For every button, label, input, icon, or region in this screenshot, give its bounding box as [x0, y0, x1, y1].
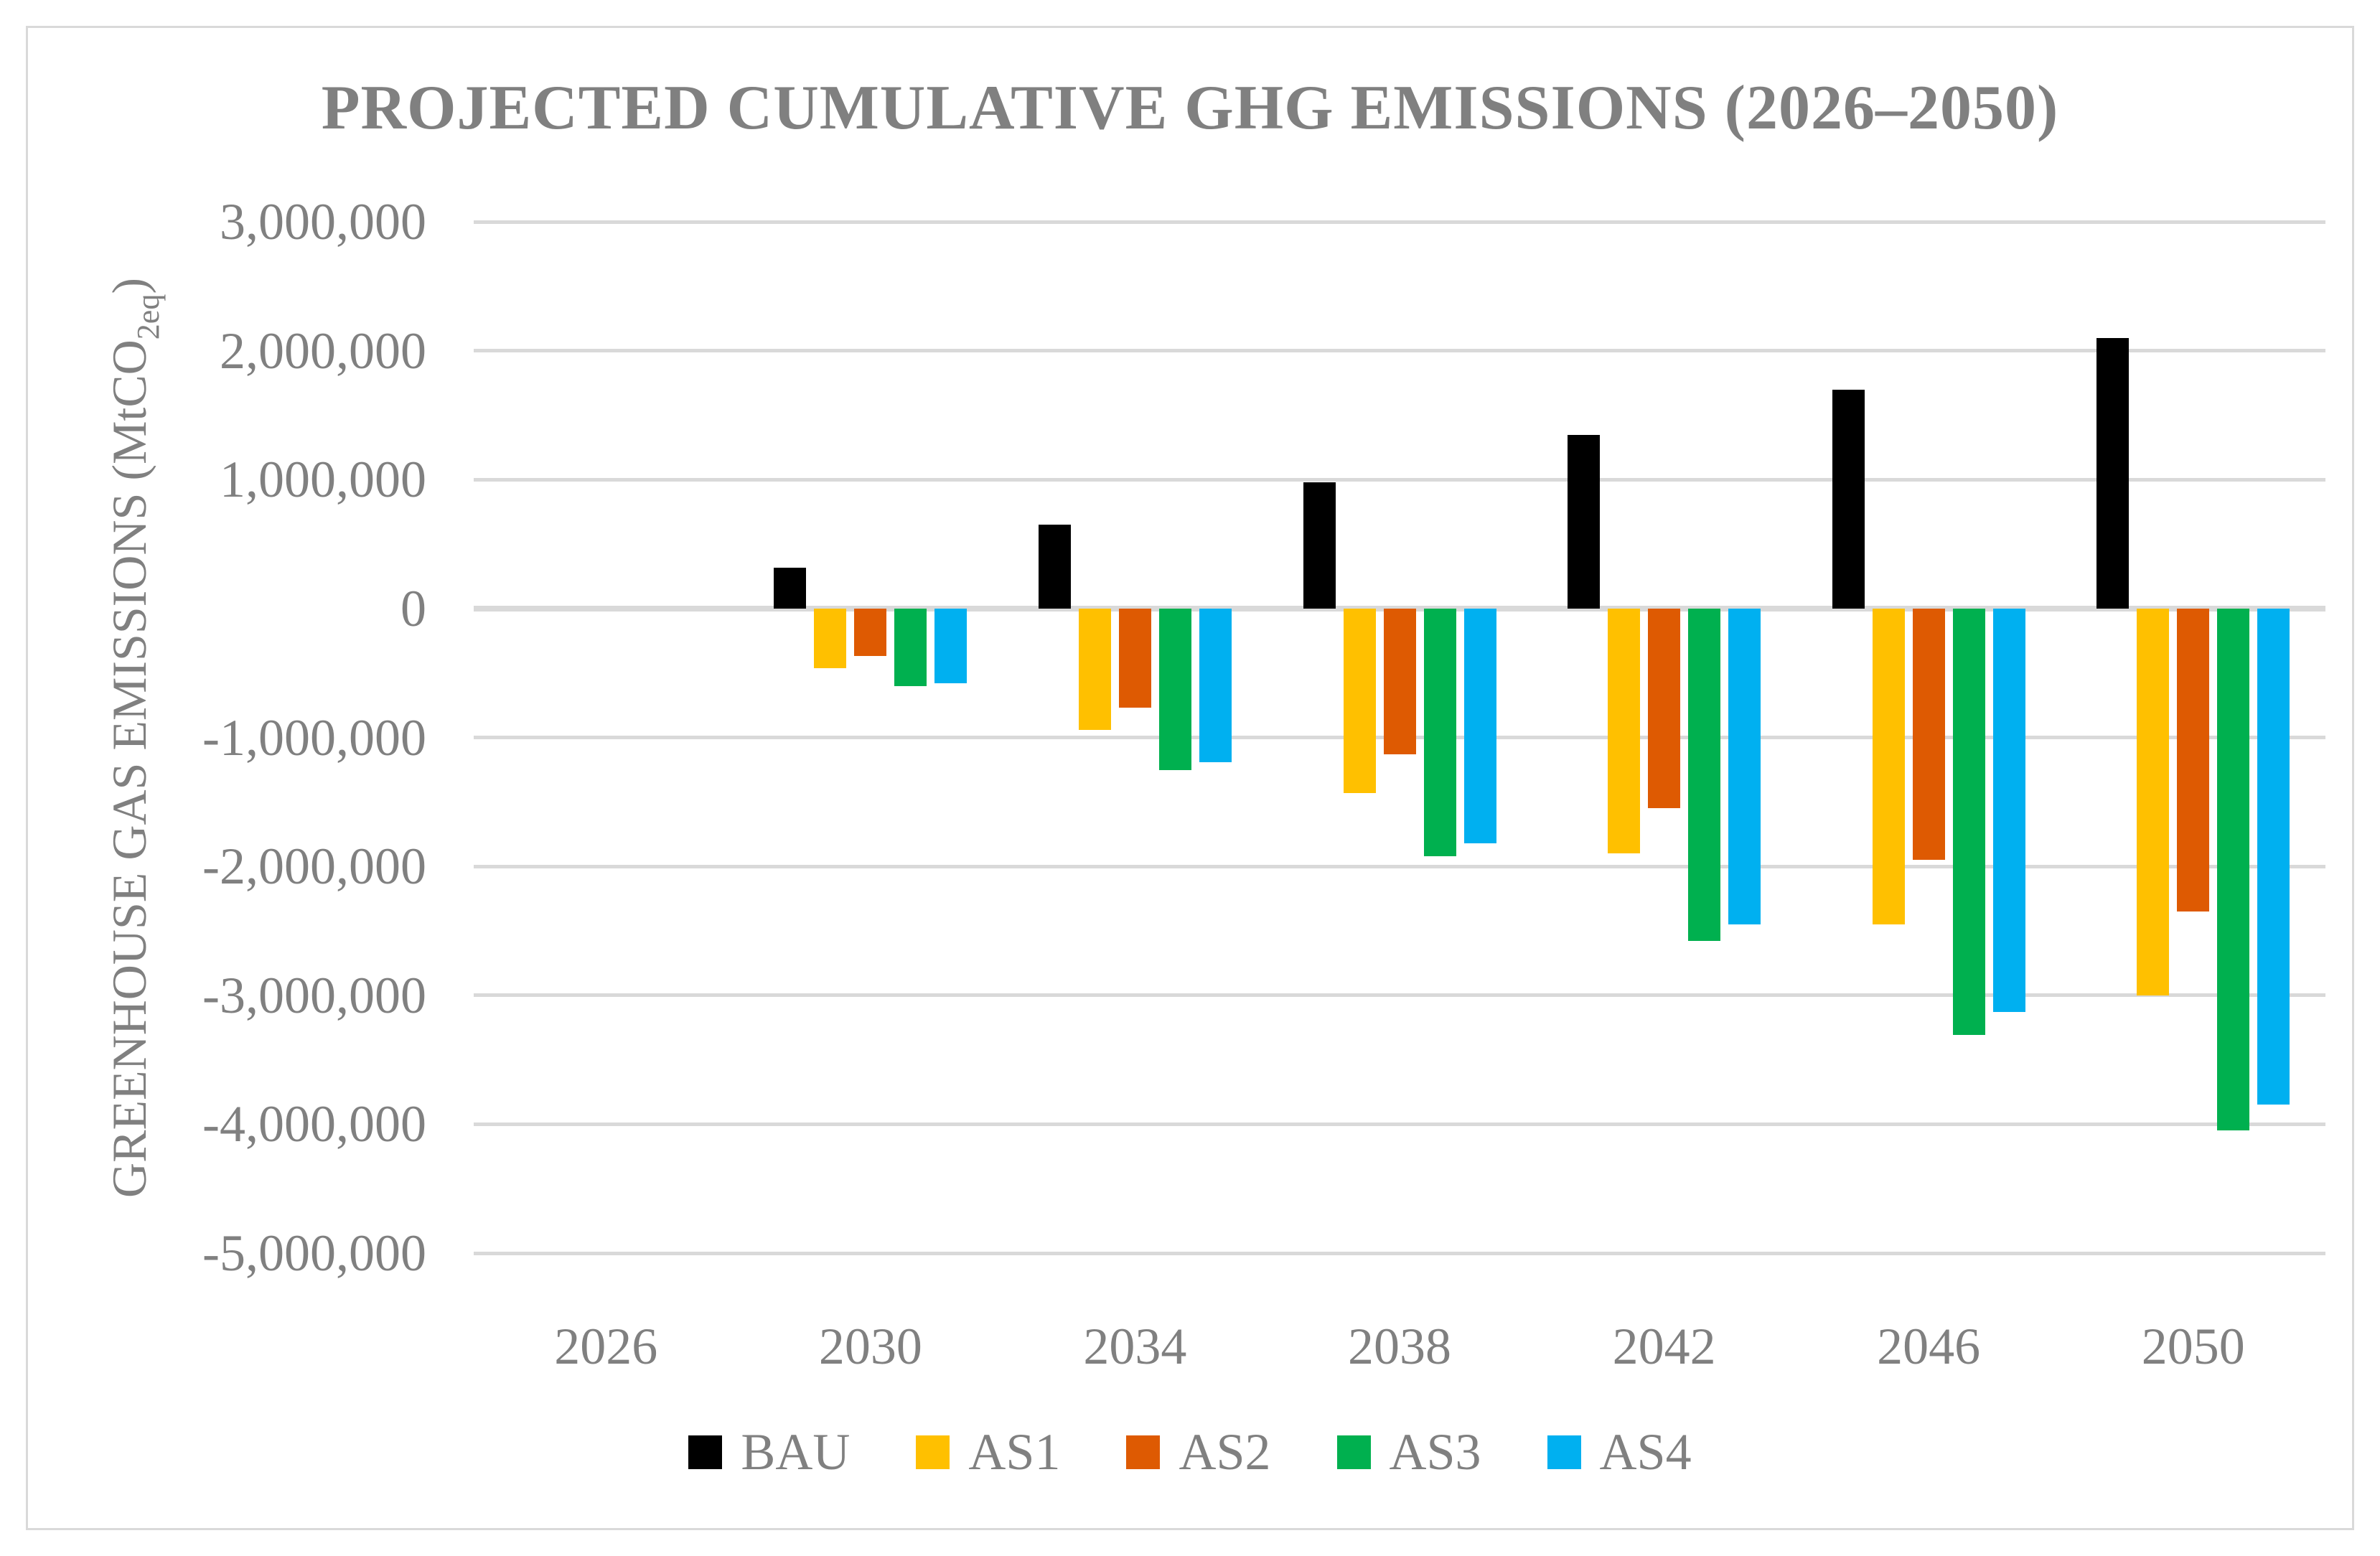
bar-BAU-2050 [2096, 337, 2130, 609]
bar-BAU-2046 [1832, 389, 1865, 609]
bar-AS1-2046 [1872, 609, 1905, 925]
bar-AS1-2050 [2137, 609, 2170, 995]
legend-swatch-AS2 [1126, 1435, 1161, 1469]
gridline [474, 993, 2325, 998]
bar-AS2-2034 [1118, 609, 1151, 708]
bar-AS4-2034 [1199, 609, 1232, 762]
bar-AS1-2034 [1078, 609, 1111, 730]
legend-label-AS1: AS1 [968, 1423, 1061, 1481]
x-axis-label-2046: 2046 [1877, 1318, 1981, 1375]
bar-AS4-2030 [934, 609, 968, 684]
bar-AS3-2046 [1952, 609, 1985, 1036]
y-axis-title-close: ) [102, 278, 156, 294]
bar-BAU-2038 [1303, 482, 1336, 609]
legend-swatch-AS3 [1336, 1435, 1371, 1469]
gridline [474, 1122, 2325, 1126]
bar-BAU-2042 [1568, 434, 1601, 609]
y-axis-tick-label: -4,000,000 [202, 1095, 426, 1153]
legend-label-AS2: AS2 [1179, 1423, 1271, 1481]
bar-AS3-2038 [1423, 609, 1456, 856]
bar-AS3-2042 [1688, 609, 1721, 942]
gridline [474, 864, 2325, 868]
legend-label-AS3: AS3 [1389, 1423, 1481, 1481]
x-axis-label-2050: 2050 [2141, 1318, 2245, 1375]
bar-AS2-2038 [1383, 609, 1416, 754]
legend: BAU AS1 AS2 AS3 AS4 [0, 1420, 2380, 1484]
bar-AS2-2030 [854, 609, 887, 657]
y-axis-tick-label: -3,000,000 [202, 966, 426, 1024]
y-axis-tick-label: 3,000,000 [220, 193, 426, 251]
y-axis-tick-label: -5,000,000 [202, 1224, 426, 1282]
y-axis-tick-label: -1,000,000 [202, 708, 426, 767]
y-axis-tick-label: 2,000,000 [220, 322, 426, 380]
gridline [474, 477, 2325, 482]
chart-title: PROJECTED CUMULATIVE GHG EMISSIONS (2026… [321, 73, 2059, 143]
bar-AS2-2050 [2177, 609, 2210, 912]
legend-item-AS2: AS2 [1126, 1423, 1271, 1481]
bar-AS1-2042 [1608, 609, 1641, 854]
legend-item-BAU: BAU [688, 1423, 850, 1481]
y-axis-tick-label: 0 [400, 580, 426, 637]
y-axis-tick-label: 1,000,000 [220, 451, 426, 509]
bar-AS3-2030 [894, 609, 927, 686]
x-axis-label-2030: 2030 [818, 1318, 922, 1375]
bar-AS1-2030 [814, 609, 847, 668]
x-axis-label-2038: 2038 [1348, 1318, 1451, 1375]
legend-label-BAU: BAU [741, 1423, 851, 1481]
legend-item-AS1: AS1 [916, 1423, 1060, 1481]
gridline [474, 1251, 2325, 1255]
bar-AS3-2034 [1158, 609, 1191, 770]
bar-BAU-2034 [1038, 525, 1071, 609]
bar-AS3-2050 [2217, 609, 2250, 1131]
bar-AS4-2038 [1463, 609, 1496, 843]
gridline [474, 349, 2325, 353]
x-axis-label-2034: 2034 [1083, 1318, 1187, 1375]
legend-label-AS4: AS4 [1599, 1423, 1692, 1481]
bar-BAU-2030 [774, 567, 807, 609]
legend-item-AS4: AS4 [1547, 1423, 1692, 1481]
bar-AS4-2042 [1728, 609, 1761, 925]
bar-AS4-2050 [2257, 609, 2290, 1105]
figure-border [26, 26, 2354, 1530]
bar-AS1-2038 [1343, 609, 1376, 793]
legend-swatch-BAU [688, 1435, 723, 1469]
y-axis-tick-label: -2,000,000 [202, 838, 426, 896]
x-axis-label-2026: 2026 [554, 1318, 658, 1375]
bar-AS4-2046 [1992, 609, 2025, 1013]
bar-AS2-2042 [1648, 609, 1681, 809]
legend-swatch-AS1 [916, 1435, 950, 1469]
bar-AS2-2046 [1912, 609, 1945, 861]
legend-swatch-AS4 [1547, 1435, 1581, 1469]
gridline [474, 220, 2325, 224]
legend-item-AS3: AS3 [1336, 1423, 1481, 1481]
x-axis-label-2042: 2042 [1612, 1318, 1716, 1375]
